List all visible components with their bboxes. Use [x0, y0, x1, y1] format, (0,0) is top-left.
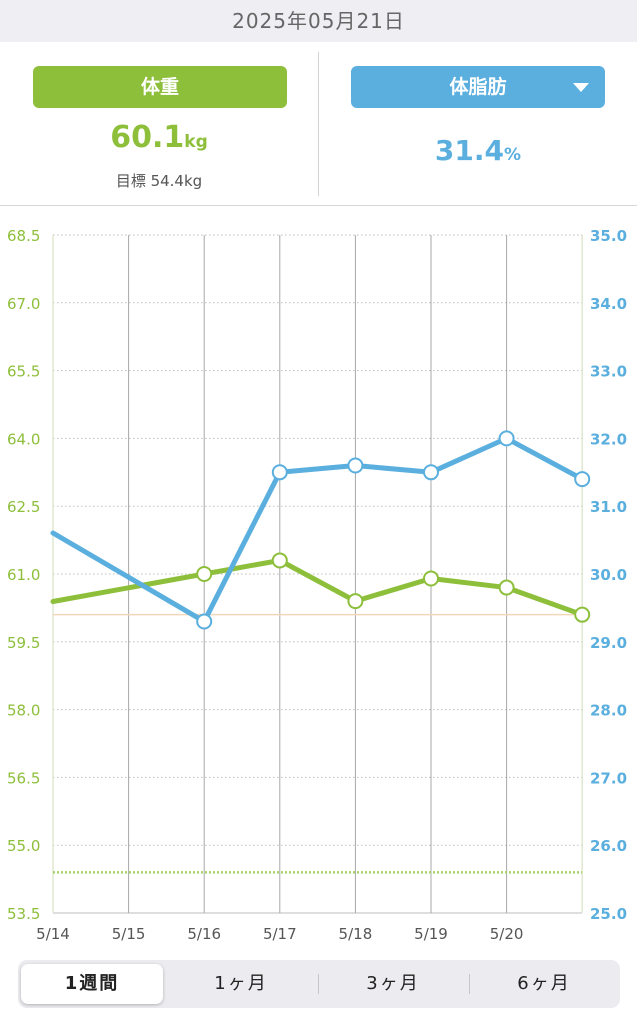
- y-right-tick-label: 27.0: [590, 769, 627, 787]
- period-separator: [318, 974, 319, 994]
- y-left-tick-label: 55.0: [7, 837, 40, 855]
- x-tick-label: 5/18: [339, 925, 373, 943]
- y-right-tick-label: 32.0: [590, 430, 627, 448]
- fat-unit: %: [504, 145, 522, 165]
- fat-panel: 体脂肪 31.4%: [319, 42, 637, 205]
- weight-unit: kg: [184, 132, 208, 152]
- y-right-tick-label: 31.0: [590, 498, 627, 516]
- y-left-tick-label: 65.5: [7, 363, 40, 381]
- y-left-tick-label: 67.0: [7, 295, 40, 313]
- weight-data-point: [423, 570, 439, 587]
- x-tick-label: 5/16: [187, 925, 221, 943]
- fat-value: 31.4%: [319, 134, 637, 167]
- y-left-tick-label: 62.5: [7, 498, 40, 516]
- y-right-tick-label: 28.0: [590, 702, 627, 720]
- period-separator: [469, 974, 470, 994]
- fat-data-point: [196, 613, 213, 630]
- y-right-tick-label: 34.0: [590, 295, 627, 313]
- weight-target: 目標 54.4kg: [115, 172, 203, 190]
- weight-data-point: [347, 593, 364, 610]
- panel-divider: [318, 52, 319, 196]
- y-right-tick-label: 25.0: [590, 905, 627, 923]
- fat-data-point: [347, 457, 364, 474]
- y-right-tick-label: 35.0: [590, 227, 627, 245]
- x-tick-label: 5/19: [414, 925, 448, 943]
- fat-metric-dropdown[interactable]: 体脂肪: [351, 66, 605, 108]
- section-divider: [0, 205, 637, 206]
- x-tick-label: 5/20: [490, 925, 524, 943]
- weight-panel: 体重 60.1kg 目標 54.4kg: [0, 42, 318, 205]
- caret-down-icon: [573, 83, 589, 92]
- weight-data-point: [498, 579, 515, 596]
- weight-data-point: [271, 552, 288, 569]
- x-tick-label: 5/14: [36, 925, 70, 943]
- fat-number: 31.4: [434, 134, 505, 167]
- weight-fat-chart: 68.5 67.0 65.5 64.0 62.5 61.0 59.5 58.0 56.5 55.0…: [7, 227, 627, 943]
- x-tick-label: 5/17: [263, 925, 297, 943]
- x-tick-label: 5/15: [112, 925, 146, 943]
- fat-data-point: [498, 430, 515, 447]
- date-header: 2025年05月21日: [0, 0, 637, 42]
- period-tab-1month[interactable]: 1ヶ月: [214, 973, 268, 994]
- weight-number: 60.1: [110, 120, 185, 155]
- weight-value: 60.1kg: [0, 120, 318, 155]
- y-right-tick-label: 30.0: [590, 566, 627, 584]
- weight-data-point: [574, 606, 591, 623]
- y-right-tick-label: 33.0: [590, 363, 627, 381]
- fat-data-point: [423, 464, 439, 481]
- period-tab-3months[interactable]: 3ヶ月: [366, 973, 420, 994]
- y-right-tick-label: 26.0: [590, 837, 627, 855]
- y-left-tick-label: 56.5: [7, 769, 40, 787]
- y-left-tick-label: 61.0: [7, 566, 40, 584]
- period-tab-6months[interactable]: 6ヶ月: [517, 973, 571, 994]
- y-left-tick-label: 58.0: [7, 702, 40, 720]
- period-selector: 1週間 1ヶ月 3ヶ月 6ヶ月: [18, 960, 620, 1008]
- y-left-tick-label: 53.5: [7, 905, 40, 923]
- period-tab-1week[interactable]: 1週間: [21, 964, 163, 1004]
- y-left-tick-label: 68.5: [7, 227, 40, 245]
- y-left-tick-label: 64.0: [7, 430, 40, 448]
- fat-data-point: [271, 464, 288, 481]
- weight-data-point: [196, 566, 213, 582]
- y-left-tick-label: 59.5: [7, 634, 40, 652]
- weight-title-pill: 体重: [33, 66, 287, 108]
- fat-title-label: 体脂肪: [449, 76, 507, 98]
- fat-data-point: [574, 471, 591, 488]
- y-right-tick-label: 29.0: [590, 634, 627, 652]
